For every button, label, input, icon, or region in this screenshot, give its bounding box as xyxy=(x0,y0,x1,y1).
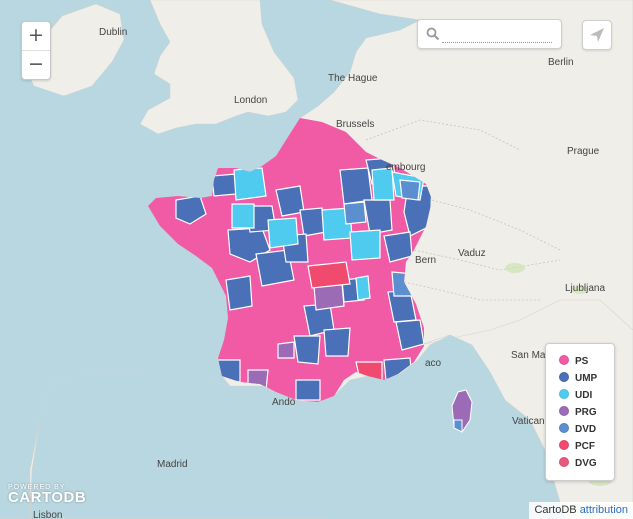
legend-swatch xyxy=(559,389,569,399)
dept-udi[interactable] xyxy=(371,167,395,201)
city-berlin: Berlin xyxy=(548,57,574,68)
corsica-dept-dvd[interactable] xyxy=(453,419,463,433)
legend-label: PCF xyxy=(575,441,595,452)
city-vatican: Vatican xyxy=(512,416,545,427)
borders xyxy=(365,119,561,301)
dept-ump[interactable] xyxy=(225,275,253,311)
legend-label: PRG xyxy=(575,407,597,418)
dept-ump[interactable] xyxy=(295,379,321,401)
share-button[interactable] xyxy=(582,20,612,50)
bay-of-biscay xyxy=(140,372,230,386)
legend-label: UMP xyxy=(575,373,598,384)
city-ljubljana: Ljubljana xyxy=(565,283,605,294)
attribution-brand: CartoDB xyxy=(534,504,577,516)
city-andorra: Ando xyxy=(272,397,296,408)
legend-item: PCF xyxy=(559,438,614,455)
legend-swatch xyxy=(559,423,569,433)
legend-item: PRG xyxy=(559,404,614,421)
dept-ump[interactable] xyxy=(395,319,425,351)
city-prague: Prague xyxy=(567,146,600,157)
legend-swatch xyxy=(559,355,569,365)
search-input[interactable] xyxy=(442,24,552,43)
city-brussels: Brussels xyxy=(336,119,374,130)
city-the-hague: The Hague xyxy=(328,73,378,84)
dept-dvd[interactable] xyxy=(399,179,421,201)
dept-udi[interactable] xyxy=(349,229,381,261)
city-luxembourg: embourg xyxy=(386,162,425,173)
city-lisbon: Lisbon xyxy=(33,510,62,519)
atlantic-coast xyxy=(0,372,90,430)
city-bern: Bern xyxy=(415,255,436,266)
dept-dvd[interactable] xyxy=(343,201,367,225)
legend-item: DVD xyxy=(559,421,614,438)
legend-label: DVD xyxy=(575,424,597,435)
send-icon xyxy=(590,28,604,42)
legend-item: PS xyxy=(559,353,614,370)
dept-udi[interactable] xyxy=(267,217,299,249)
dept-ump[interactable] xyxy=(339,167,373,205)
dept-ump[interactable] xyxy=(211,173,237,197)
dept-prg[interactable] xyxy=(277,341,295,359)
city-labels: Dublin London The Hague Brussels embourg… xyxy=(33,27,605,519)
search-icon xyxy=(426,27,440,41)
city-dublin: Dublin xyxy=(99,27,127,38)
water-bodies xyxy=(0,0,545,519)
zoom-in-button[interactable]: + xyxy=(28,24,44,46)
logo-brand: CARTODB xyxy=(8,489,87,506)
attribution-bar: CartoDB attribution xyxy=(529,502,633,519)
legend-swatch xyxy=(559,440,569,450)
city-london: London xyxy=(234,95,267,106)
city-monaco: aco xyxy=(425,358,442,369)
legend-item: UMP xyxy=(559,370,614,387)
city-vaduz: Vaduz xyxy=(458,248,486,259)
dept-ump[interactable] xyxy=(293,335,321,365)
legend-swatch xyxy=(559,372,569,382)
legend-item: DVG xyxy=(559,455,614,472)
mediterranean xyxy=(300,335,545,519)
legend-list: PS UMP UDI PRG DVD PCF DVG xyxy=(546,344,614,472)
zoom-out-button[interactable]: − xyxy=(22,50,50,79)
zoom-control: + − xyxy=(21,21,51,80)
dept-pcf[interactable] xyxy=(307,261,351,289)
city-san-marino: San Ma xyxy=(511,350,546,361)
legend-label: UDI xyxy=(575,390,593,401)
channel-and-atlantic xyxy=(0,0,420,378)
legend-swatch xyxy=(559,406,569,416)
search-box xyxy=(417,19,562,49)
dept-ump[interactable] xyxy=(255,249,295,287)
logo-powered-by: POWERED BY xyxy=(8,484,66,491)
dept-udi[interactable] xyxy=(231,203,255,229)
legend-label: PS xyxy=(575,356,589,367)
legend-item: UDI xyxy=(559,387,614,404)
dept-ump[interactable] xyxy=(323,327,351,357)
legend-label: DVG xyxy=(575,458,597,469)
dept-udi[interactable] xyxy=(355,275,371,301)
legend: PS UMP UDI PRG DVD PCF DVG xyxy=(545,343,615,481)
dept-udi[interactable] xyxy=(233,167,267,201)
attribution-link[interactable]: attribution xyxy=(579,504,628,516)
cartodb-logo[interactable]: POWERED BY CARTODB xyxy=(8,484,86,506)
legend-swatch xyxy=(559,457,569,467)
city-madrid: Madrid xyxy=(157,459,188,470)
